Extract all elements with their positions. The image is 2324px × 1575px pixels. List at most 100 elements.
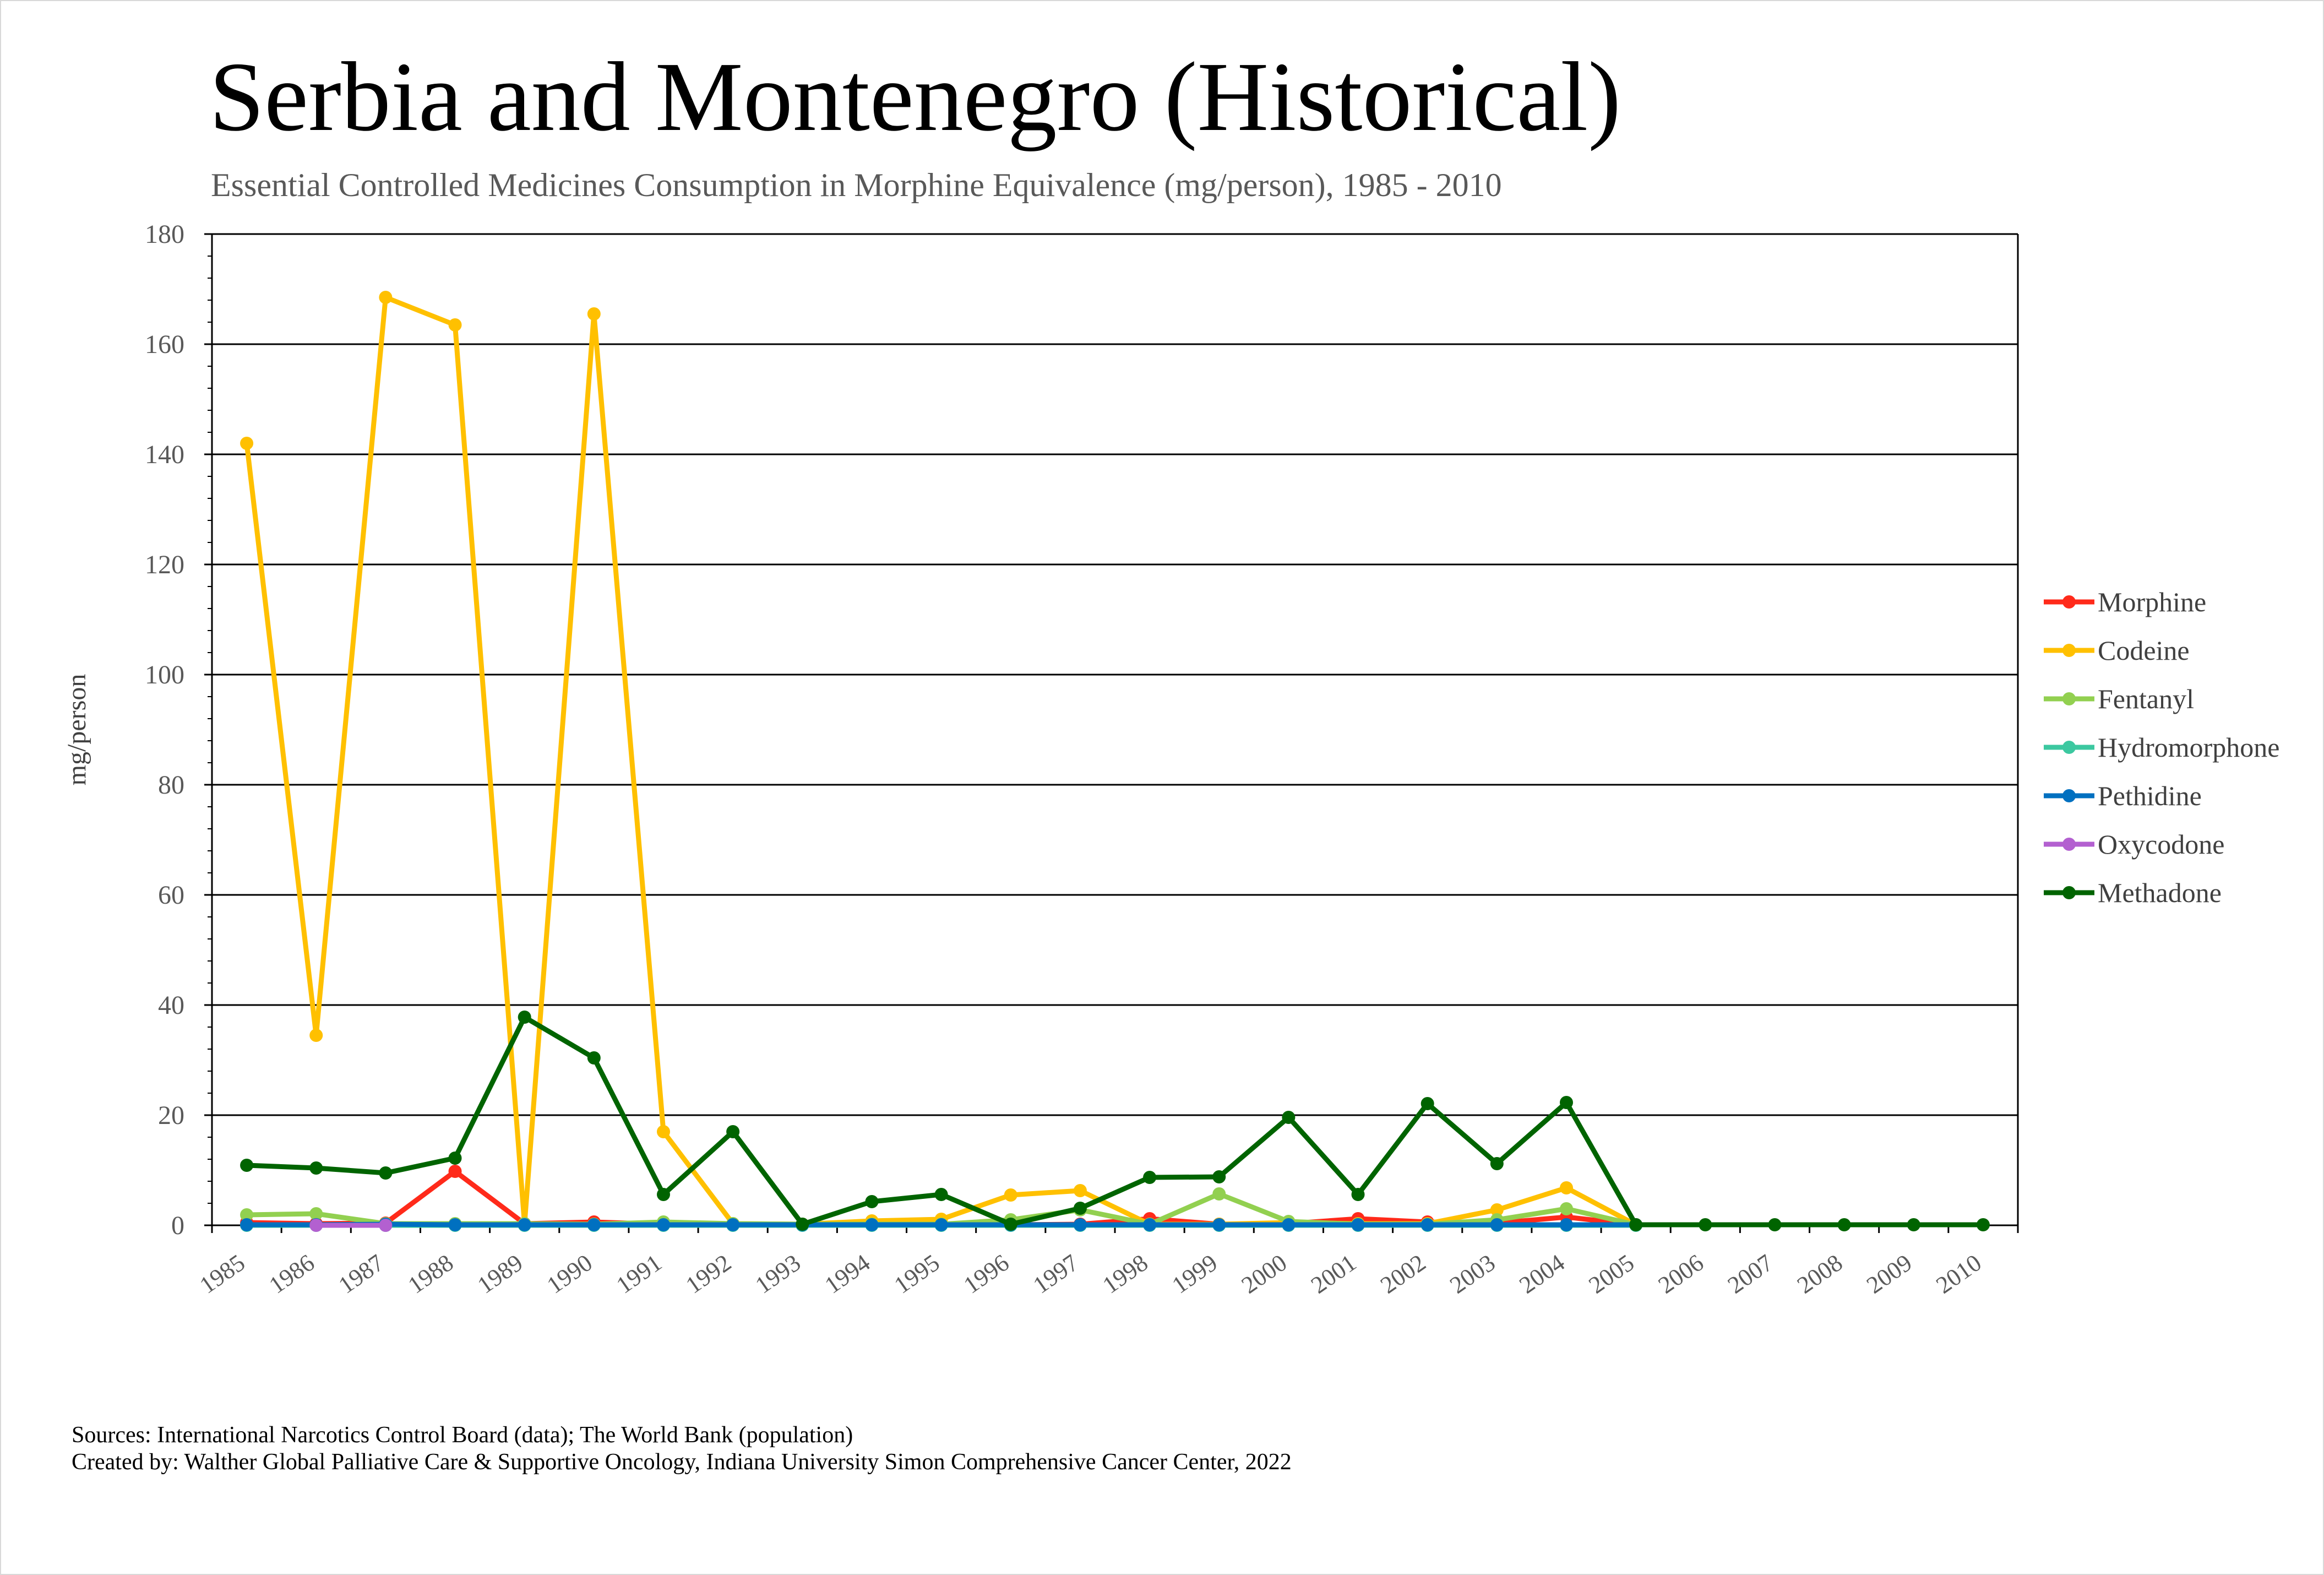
codeine-line <box>244 295 1639 1228</box>
gridlines <box>212 233 2018 1116</box>
codeine-point-1986 <box>309 1029 323 1042</box>
y-tick-label: 60 <box>158 881 184 910</box>
methadone-point-1995 <box>934 1188 948 1201</box>
methadone-point-1990 <box>587 1051 601 1065</box>
y-tick-label: 20 <box>158 1101 184 1130</box>
methadone-point-1997 <box>1073 1202 1087 1215</box>
legend-marker-fentanyl <box>2062 692 2076 705</box>
x-tick-label: 1987 <box>334 1249 389 1299</box>
methadone-point-2009 <box>1907 1218 1920 1231</box>
codeine-point-2004 <box>1560 1181 1573 1194</box>
legend-label-codeine: Codeine <box>2098 635 2190 666</box>
pethidine-point-2004 <box>1560 1218 1573 1231</box>
x-tick-label: 1990 <box>542 1249 597 1299</box>
legend-item-morphine: Morphine <box>2044 586 2206 617</box>
x-tick-label: 1998 <box>1098 1249 1153 1299</box>
legend-item-oxycodone: Oxycodone <box>2044 829 2225 860</box>
methadone-point-2005 <box>1629 1218 1643 1231</box>
pethidine-point-1992 <box>726 1218 740 1231</box>
series-pethidine <box>240 1218 1643 1231</box>
pethidine-point-2000 <box>1282 1218 1296 1231</box>
methadone-point-1986 <box>309 1161 323 1175</box>
pethidine-point-2001 <box>1351 1218 1365 1231</box>
x-tick-label: 1988 <box>403 1249 458 1299</box>
y-axis-label: mg/person <box>62 674 91 786</box>
legend-label-oxycodone: Oxycodone <box>2098 829 2225 860</box>
pethidine-point-1998 <box>1143 1218 1157 1231</box>
y-tick-label: 40 <box>158 991 184 1020</box>
methadone-point-1993 <box>796 1218 809 1231</box>
legend: Morphine Codeine Fentanyl Hydromorphone Peth… <box>2044 586 2280 908</box>
pethidine-point-1997 <box>1073 1218 1087 1231</box>
x-tick-label: 2003 <box>1445 1249 1500 1299</box>
methadone-point-2007 <box>1768 1218 1782 1231</box>
methadone-point-2004 <box>1560 1096 1573 1109</box>
pethidine-point-1988 <box>448 1218 462 1231</box>
legend-label-pethidine: Pethidine <box>2098 780 2202 811</box>
morphine-point-1988 <box>448 1165 462 1178</box>
pethidine-point-1995 <box>934 1218 948 1231</box>
methadone-point-1994 <box>865 1195 879 1208</box>
methadone-point-1998 <box>1143 1171 1157 1184</box>
fentanyl-point-1999 <box>1212 1187 1226 1201</box>
x-tick-label: 1993 <box>750 1249 805 1299</box>
legend-label-morphine: Morphine <box>2098 586 2206 617</box>
codeine-point-1990 <box>587 307 601 321</box>
methadone-point-2010 <box>1976 1218 1990 1231</box>
y-tick-label: 120 <box>145 550 184 579</box>
chart-subtitle: Essential Controlled Medicines Consumpti… <box>211 167 1502 203</box>
methadone-point-1985 <box>240 1159 254 1172</box>
codeine-point-2003 <box>1490 1203 1504 1216</box>
x-tick-label: 1996 <box>959 1249 1014 1299</box>
methadone-point-1991 <box>657 1188 670 1201</box>
y-tick-label: 140 <box>145 440 184 469</box>
methadone-point-1999 <box>1212 1170 1226 1183</box>
x-tick-label: 2000 <box>1237 1249 1292 1299</box>
series-oxycodone <box>309 1219 393 1232</box>
x-tick-label: 1999 <box>1167 1249 1222 1299</box>
pethidine-point-1991 <box>657 1218 670 1231</box>
series-codeine <box>240 291 1643 1231</box>
fentanyl-point-1985 <box>240 1208 254 1221</box>
codeine-point-1985 <box>240 437 254 450</box>
pethidine-point-1985 <box>240 1218 254 1231</box>
methadone-point-2002 <box>1420 1097 1434 1110</box>
pethidine-point-2002 <box>1420 1218 1434 1231</box>
legend-label-fentanyl: Fentanyl <box>2098 683 2194 714</box>
legend-marker-codeine <box>2062 644 2076 657</box>
codeine-point-1996 <box>1004 1188 1017 1202</box>
x-tick-label: 2010 <box>1931 1249 1986 1299</box>
methadone-point-1987 <box>379 1166 393 1180</box>
oxycodone-point-1987 <box>379 1219 393 1232</box>
y-tick-label: 180 <box>145 220 184 249</box>
x-tick-label: 2002 <box>1375 1249 1430 1299</box>
codeine-point-1988 <box>448 318 462 332</box>
pethidine-point-1989 <box>518 1218 531 1231</box>
legend-item-methadone: Methadone <box>2044 877 2222 908</box>
oxycodone-point-1986 <box>309 1219 323 1232</box>
methadone-point-1989 <box>518 1011 531 1024</box>
x-tick-label: 1985 <box>195 1249 250 1299</box>
sources-note: Sources: International Narcotics Control… <box>72 1422 853 1448</box>
fentanyl-point-2004 <box>1560 1202 1573 1215</box>
x-tick-label: 2005 <box>1584 1249 1639 1299</box>
x-tick-label: 2004 <box>1515 1249 1570 1299</box>
y-tick-label: 160 <box>145 330 184 359</box>
codeine-point-1997 <box>1073 1184 1087 1197</box>
x-tick-label: 1992 <box>681 1249 736 1299</box>
pethidine-point-1990 <box>587 1218 601 1231</box>
methadone-point-2000 <box>1282 1111 1296 1124</box>
codeine-point-1987 <box>379 291 393 304</box>
legend-marker-morphine <box>2062 595 2076 609</box>
series-methadone <box>240 1011 1990 1231</box>
methadone-point-1996 <box>1004 1218 1017 1231</box>
x-tick-label: 2008 <box>1792 1249 1847 1299</box>
x-tick-label: 2001 <box>1306 1249 1361 1299</box>
legend-marker-pethidine <box>2062 789 2076 802</box>
legend-item-fentanyl: Fentanyl <box>2044 683 2194 714</box>
created-by-note: Created by: Walther Global Palliative Ca… <box>72 1449 1292 1475</box>
x-tick-label: 2009 <box>1862 1249 1917 1299</box>
x-tick-label: 1994 <box>820 1249 875 1299</box>
x-tick-label: 1989 <box>472 1249 527 1299</box>
